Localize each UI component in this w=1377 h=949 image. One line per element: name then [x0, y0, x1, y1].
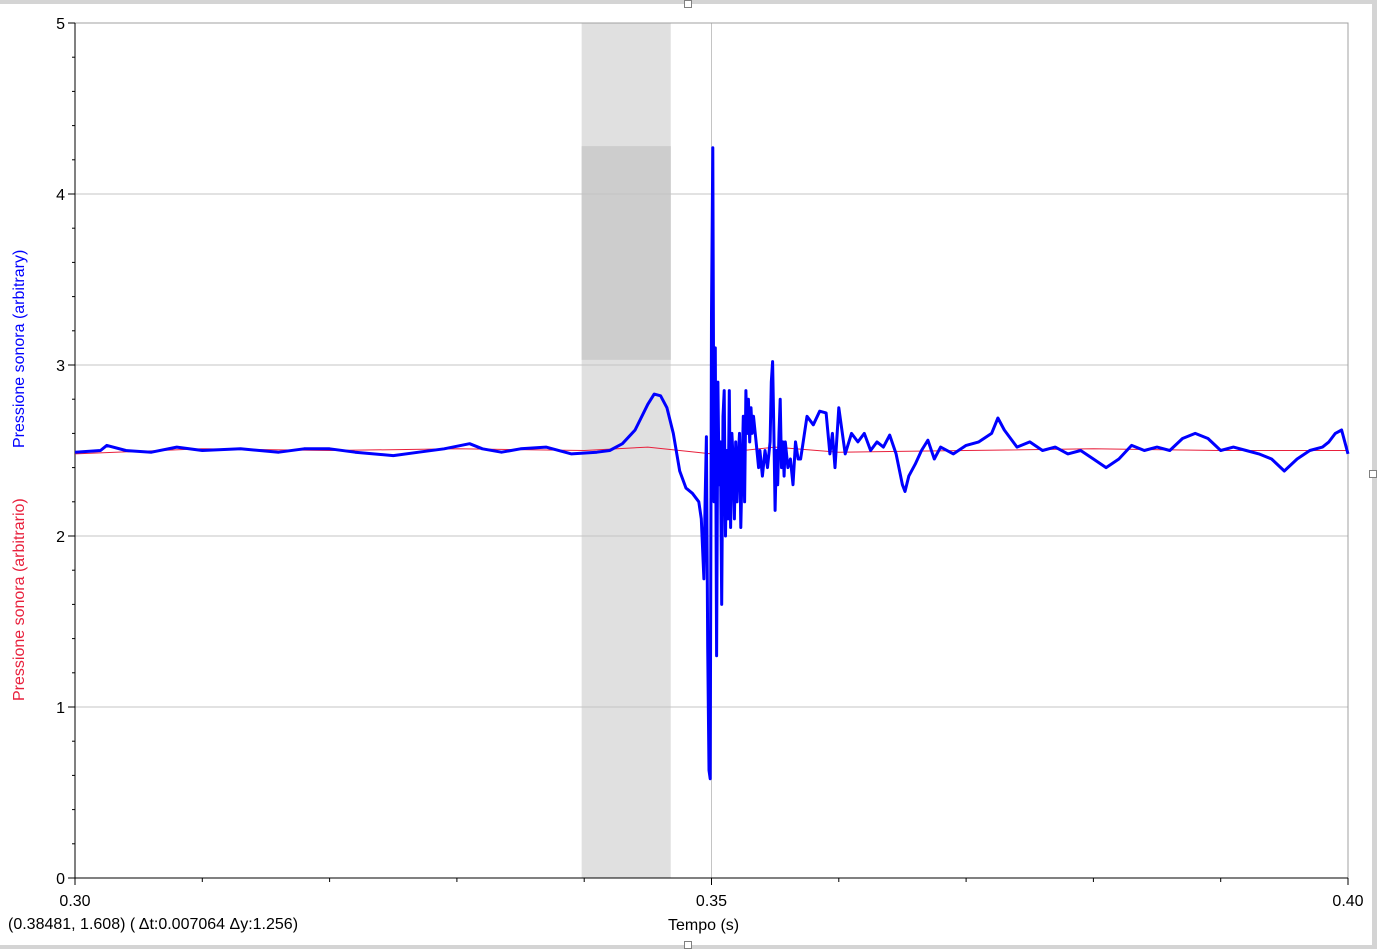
top-resize-handle[interactable]	[684, 0, 692, 8]
y-tick-label-0: 0	[56, 871, 65, 888]
x-tick-label-0: 0.30	[59, 893, 90, 910]
x-tick-label-1: 0.35	[696, 893, 727, 910]
cursor-readout: (0.38481, 1.608) ( Δt:0.007064 Δy:1.256)	[8, 916, 299, 933]
series-line-0	[74, 146, 1350, 781]
y-axis-label-red: Pressione sonora (arbitrario)	[11, 498, 28, 701]
y-tick-label-4: 4	[56, 187, 65, 204]
y-tick-label-1: 1	[56, 700, 65, 717]
y-axis-label-blue: Pressione sonora (arbitrary)	[11, 249, 28, 448]
x-tick-label-2: 0.40	[1332, 893, 1363, 910]
x-axis-label: Tempo (s)	[668, 917, 740, 934]
y-tick-label-2: 2	[56, 529, 65, 546]
y-tick-label-3: 3	[56, 358, 65, 375]
y-tick-label-5: 5	[56, 16, 65, 33]
selection-box	[581, 146, 671, 360]
